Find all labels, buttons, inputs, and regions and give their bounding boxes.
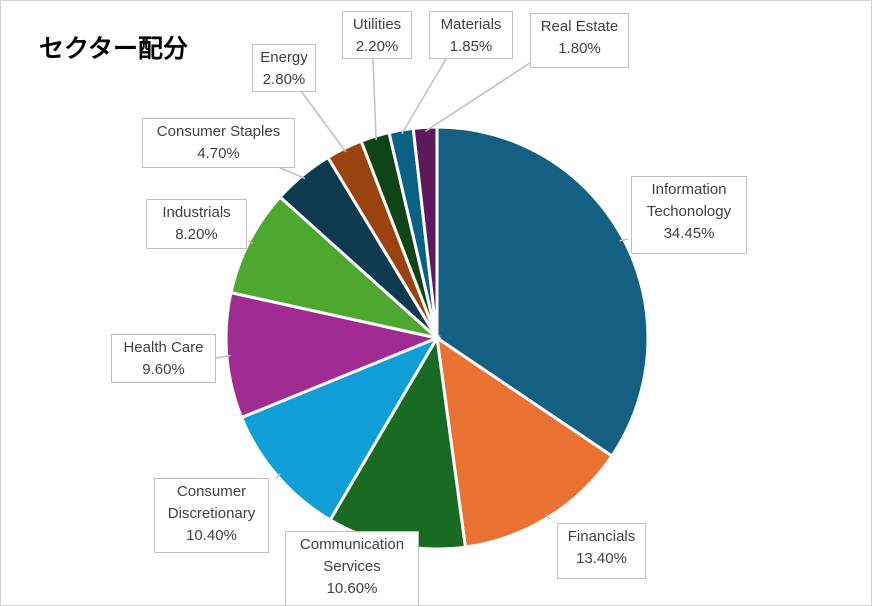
- label-value: 13.40%: [576, 550, 627, 567]
- data-label: Financials 13.40%: [557, 523, 646, 579]
- pie-slice: [435, 125, 650, 459]
- leader-line: [372, 58, 377, 141]
- chart-title: セクター配分: [39, 34, 189, 63]
- label-value: 10.60%: [326, 580, 378, 597]
- data-label: Industrials 8.20%: [146, 199, 247, 249]
- label-value: 2.20%: [355, 38, 399, 55]
- label-value: 4.70%: [197, 145, 240, 162]
- label-value: 9.60%: [142, 361, 185, 378]
- label-category: Utilities: [352, 16, 402, 33]
- pie-slice: [411, 125, 439, 339]
- label-category: Discretionary: [167, 505, 256, 522]
- label-category: Consumer: [176, 483, 247, 500]
- leader-line: [300, 90, 347, 153]
- leader-line: [545, 513, 550, 520]
- leader-line: [247, 240, 254, 245]
- leader-line: [401, 58, 447, 135]
- data-label: Communication Services 10.60%: [285, 531, 419, 605]
- label-category: Energy: [260, 49, 308, 66]
- label-category: Financials: [567, 528, 636, 545]
- data-label: Real Estate 1.80%: [530, 13, 629, 68]
- label-value: 2.80%: [262, 71, 306, 88]
- label-value: 8.20%: [175, 226, 218, 243]
- data-label: Consumer Staples 4.70%: [142, 118, 295, 168]
- label-category: Information: [651, 181, 727, 198]
- label-value: 1.80%: [558, 40, 601, 57]
- data-label: Energy 2.80%: [252, 44, 316, 92]
- label-category: Communication: [299, 536, 405, 553]
- data-label: Consumer Discretionary 10.40%: [154, 478, 269, 553]
- label-category: Techonology: [646, 203, 732, 220]
- label-value: 1.85%: [449, 38, 493, 55]
- label-category: Services: [323, 558, 381, 575]
- label-category: Real Estate: [540, 18, 619, 35]
- label-value: 10.40%: [186, 527, 237, 544]
- label-value: 34.45%: [663, 225, 715, 242]
- label-category: Consumer Staples: [156, 123, 281, 140]
- label-category: Industrials: [162, 204, 231, 221]
- data-label: Utilities 2.20%: [342, 11, 412, 59]
- leader-line: [215, 354, 231, 359]
- leader-line: [619, 238, 629, 242]
- leader-line: [424, 62, 531, 132]
- data-label: Information Techonology 34.45%: [631, 176, 747, 254]
- data-label: Materials 1.85%: [429, 11, 513, 59]
- leader-line: [275, 472, 282, 480]
- data-label: Health Care 9.60%: [111, 334, 216, 383]
- label-category: Materials: [440, 16, 502, 33]
- label-category: Health Care: [123, 339, 204, 356]
- leader-line: [275, 165, 306, 180]
